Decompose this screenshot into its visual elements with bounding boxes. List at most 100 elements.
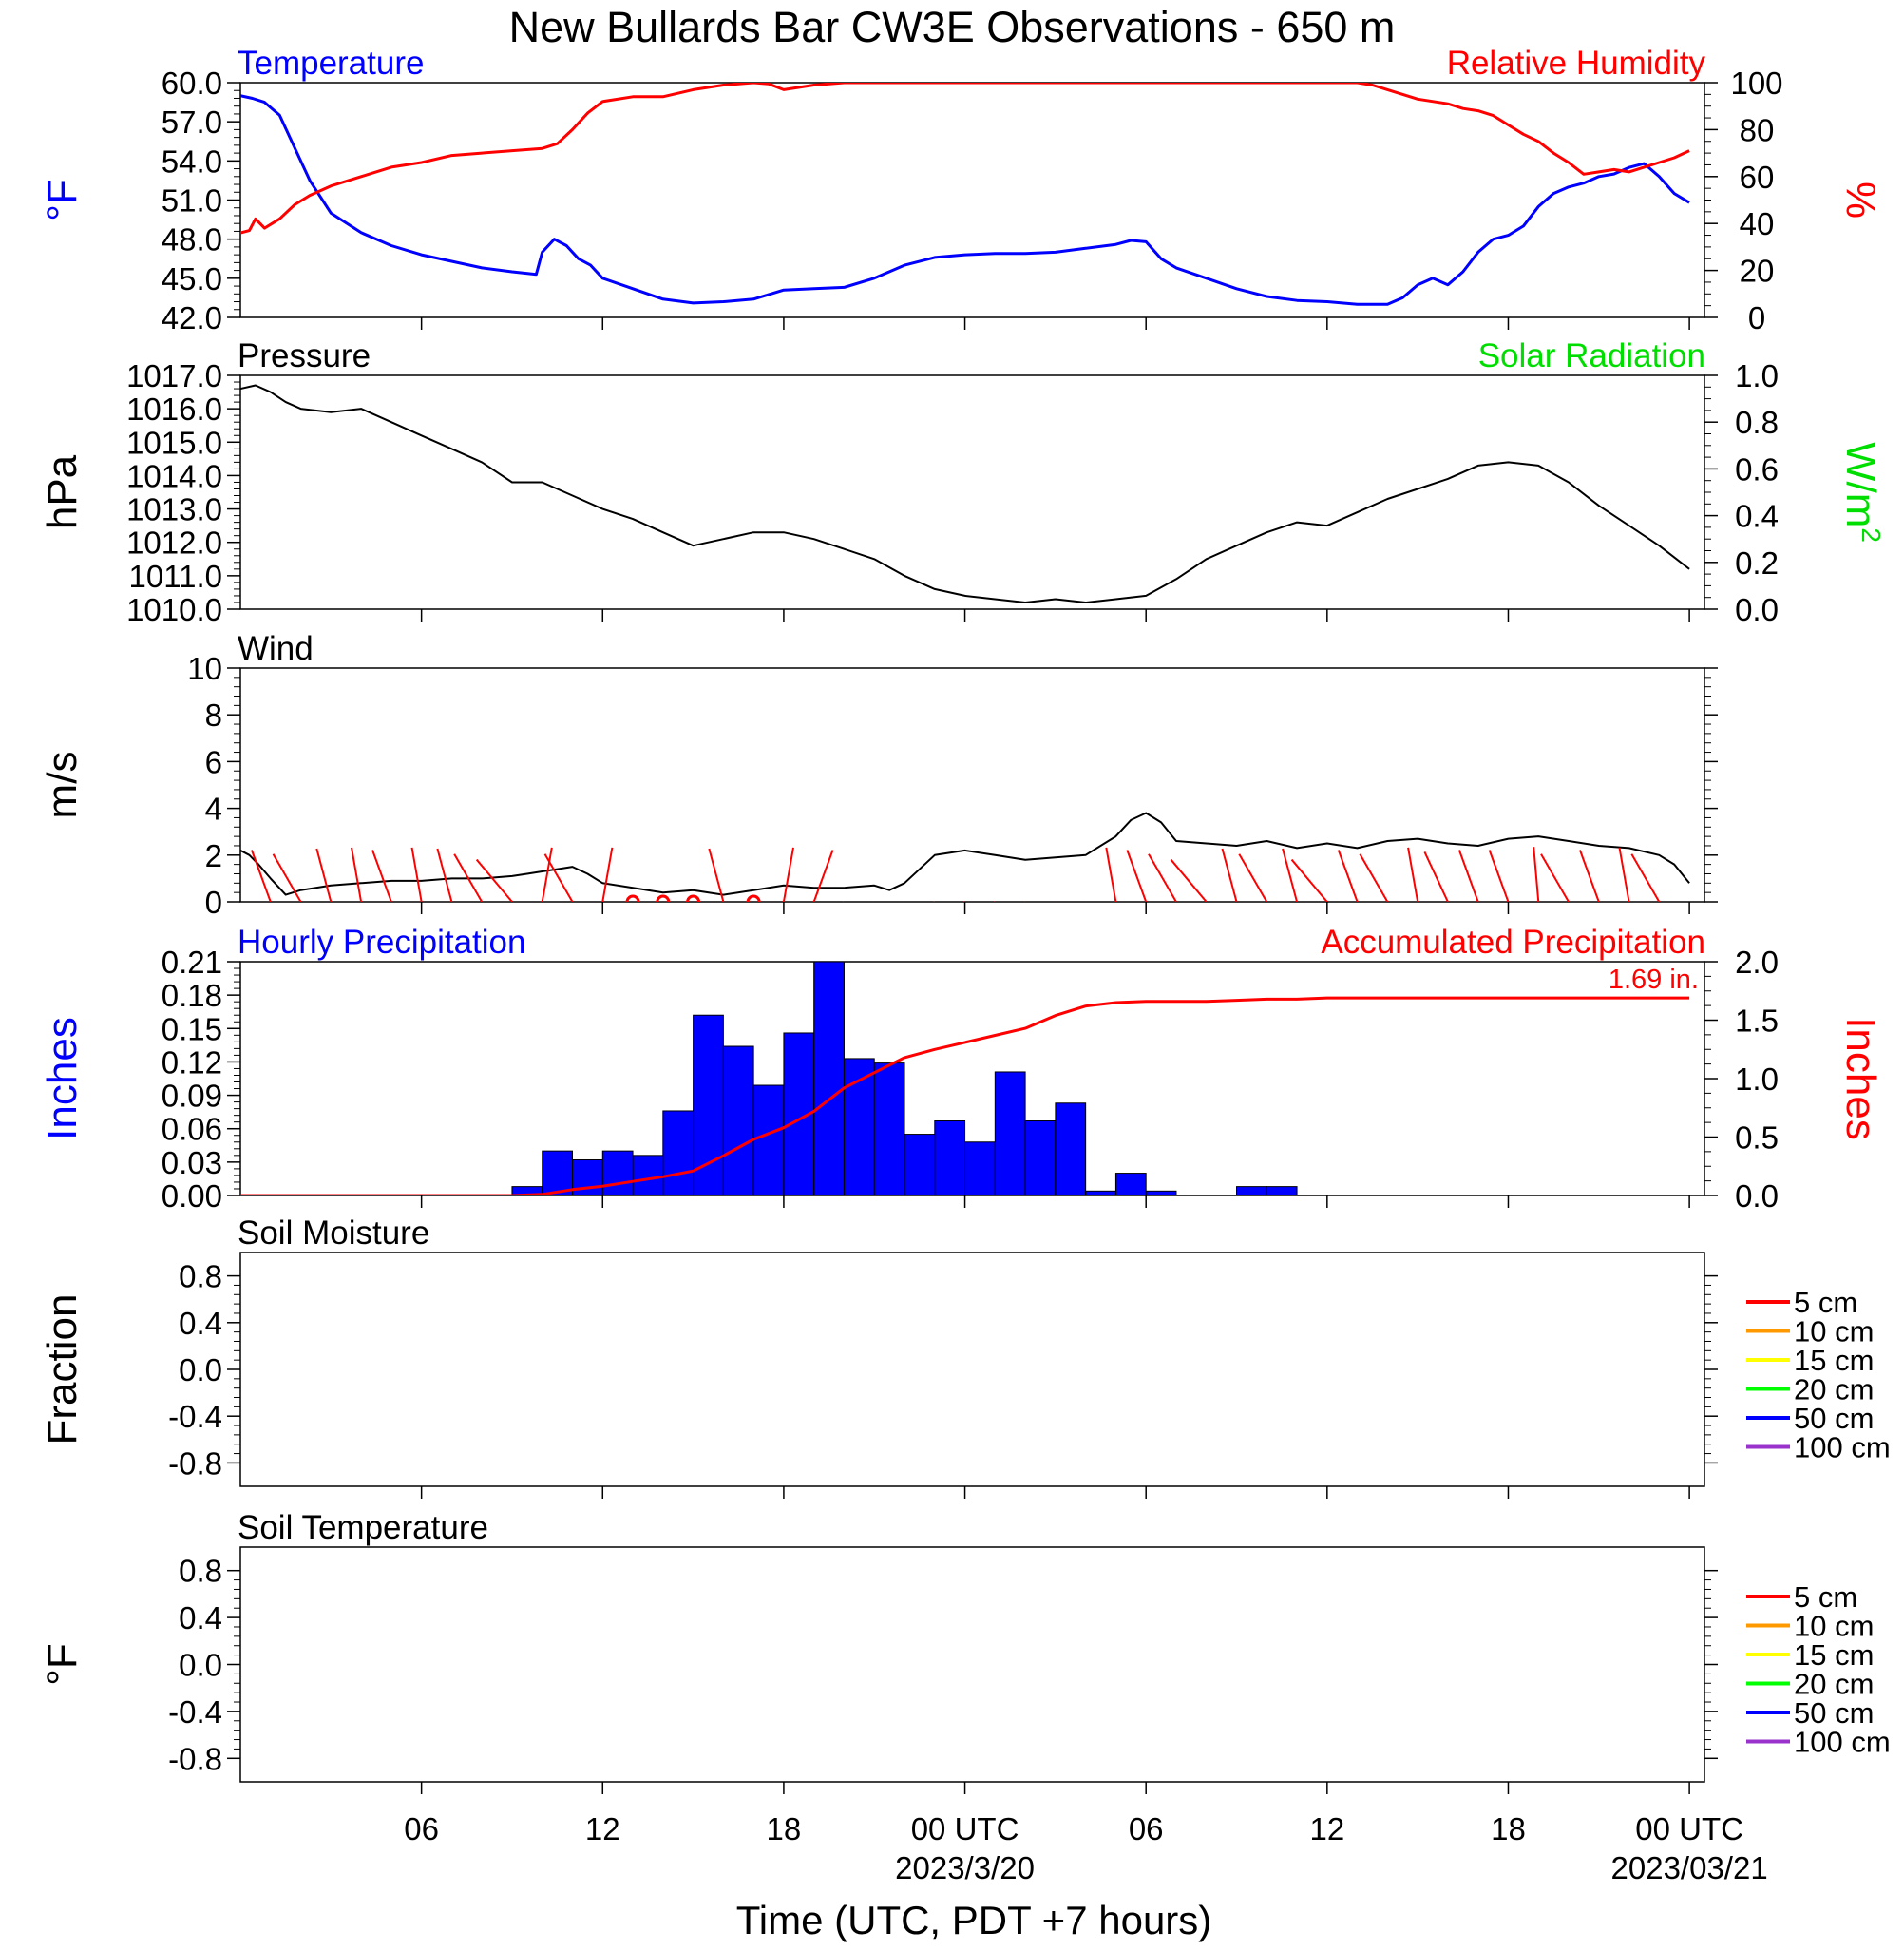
precip-bar <box>1055 1102 1087 1195</box>
panel-title-right: Accumulated Precipitation <box>1321 924 1705 961</box>
wind-barb <box>1282 848 1299 902</box>
legend-label: 50 cm <box>1794 1402 1874 1435</box>
y-tick-label-left: 0.4 <box>179 1600 222 1635</box>
y-tick-label-left: 1015.0 <box>126 425 222 460</box>
wind-calm-marker <box>686 894 701 902</box>
precip-bar <box>994 1071 1026 1195</box>
y-tick-label-left: -0.4 <box>168 1399 222 1434</box>
y-tick-label-left: 0.4 <box>179 1306 222 1341</box>
precip-bar <box>1266 1186 1298 1195</box>
y-tick-label-right: 0.4 <box>1735 499 1779 534</box>
y-tick-label-right: 80 <box>1740 112 1775 147</box>
panel-title-right: Relative Humidity <box>1447 45 1706 82</box>
precip-bar <box>632 1155 664 1195</box>
y-tick-label-left: 0.12 <box>162 1044 222 1080</box>
wind-barb <box>1630 853 1661 902</box>
panel-soil-moisture: -0.8 -0.4 0.0 0.4 0.8 Soil Moisture Fraction 5 … <box>39 1215 1891 1499</box>
x-axis-label: Time (UTC, PDT +7 hours) <box>736 1898 1212 1942</box>
y-tick-label-left: 0.15 <box>162 1011 222 1046</box>
x-tick-label: 18 <box>1491 1811 1526 1846</box>
y-tick-label-right: 0 <box>1748 300 1765 335</box>
legend-label: 20 cm <box>1794 1668 1874 1701</box>
figure-title: New Bullards Bar CW3E Observations - 650… <box>509 3 1396 51</box>
plot-area <box>240 962 1690 1195</box>
wind-barb <box>1148 853 1177 902</box>
precip-bar <box>542 1150 574 1195</box>
accumulated-total-annotation: 1.69 in. <box>1609 965 1699 995</box>
wind-barb <box>1457 850 1479 902</box>
y-tick-label-right: 0.6 <box>1735 451 1779 487</box>
wind-barb <box>250 850 272 902</box>
y-tick-label-right: 0.2 <box>1735 545 1779 581</box>
y-tick-label-left: -0.8 <box>168 1741 222 1776</box>
wind-barb <box>601 847 614 902</box>
panel-temp-rh: 42.0 45.048.051.0 54.057.0 60.0 0 20 40 60 80 100… <box>39 45 1884 335</box>
panel-title-left: Wind <box>238 630 314 667</box>
wind-barb <box>708 848 725 902</box>
precip-bar <box>601 1150 634 1195</box>
wind-barb <box>1618 847 1630 902</box>
y-tick-label-right: 0.0 <box>1735 1178 1779 1214</box>
y-tick-label-right: 1.5 <box>1735 1004 1779 1039</box>
panel-wind: 0 2 4 6 8 10 Wind m/s <box>39 630 1718 920</box>
wind-calm-marker <box>625 894 640 902</box>
plot-area <box>240 384 1690 603</box>
x-tick-label: 12 <box>585 1811 620 1846</box>
x-tick-label: 00 UTC <box>1635 1811 1743 1846</box>
wind-barb <box>1579 850 1600 902</box>
y-tick-label-left: 8 <box>205 698 222 733</box>
y-tick-label-left: 57.0 <box>162 105 222 140</box>
legend-label: 10 cm <box>1794 1610 1874 1643</box>
y-tick-label-left: 1016.0 <box>126 392 222 427</box>
wind-barb <box>371 850 392 902</box>
series-line-pressure-0 <box>240 384 1690 603</box>
precip-bar <box>752 1084 785 1195</box>
x-date-label: 2023/3/20 <box>895 1850 1035 1885</box>
y-tick-label-left: 10 <box>187 651 222 686</box>
precip-bar <box>1085 1190 1116 1195</box>
legend-label: 100 cm <box>1794 1726 1891 1759</box>
panel-title-left: Temperature <box>238 45 424 82</box>
wind-barb <box>1423 851 1449 902</box>
wind-barb <box>351 847 363 902</box>
y-tick-label-left: 0 <box>205 885 222 920</box>
y-tick-label-left: 60.0 <box>162 66 222 101</box>
x-tick-label: 06 <box>1129 1811 1164 1846</box>
wind-barb <box>410 847 423 902</box>
y-tick-label-left: 51.0 <box>162 183 222 219</box>
precip-bar <box>1114 1173 1147 1195</box>
y-tick-label-left: 0.21 <box>162 945 222 980</box>
y-tick-label-right: 1.0 <box>1735 1062 1779 1097</box>
series-line-precip-1 <box>240 996 1690 1195</box>
series-line-temp-rh-0 <box>240 94 1690 306</box>
wind-barb <box>1238 853 1268 902</box>
y-tick-label-left: 1012.0 <box>126 526 222 561</box>
y-tick-label-right: 0.5 <box>1735 1120 1779 1156</box>
y-tick-label-left: 1013.0 <box>126 492 222 527</box>
wind-barb <box>453 853 484 902</box>
y-tick-label-right: 1.0 <box>1735 358 1779 393</box>
y-tick-label-right: 20 <box>1740 254 1775 289</box>
y-tick-label-left: 0.8 <box>179 1259 222 1294</box>
wind-barb <box>1337 850 1359 902</box>
y-axis-label-left: m/s <box>39 752 86 819</box>
legend-label: 15 cm <box>1794 1344 1874 1377</box>
legend-label: 100 cm <box>1794 1431 1891 1464</box>
y-tick-label-right: 0.0 <box>1735 592 1779 627</box>
precip-bar <box>1236 1186 1267 1195</box>
y-tick-label-left: -0.4 <box>168 1694 222 1730</box>
y-tick-label-left: 48.0 <box>162 222 222 258</box>
series-line-temp-rh-1 <box>240 83 1690 235</box>
y-tick-label-left: 1011.0 <box>129 559 222 594</box>
wind-barb <box>812 850 834 902</box>
y-tick-label-right: 60 <box>1740 160 1775 195</box>
y-tick-label-left: 1010.0 <box>126 592 222 627</box>
y-tick-label-right: 0.8 <box>1735 405 1779 440</box>
wind-barb <box>541 847 553 902</box>
legend-label: 20 cm <box>1794 1373 1874 1406</box>
y-tick-label-left: 0.8 <box>179 1554 222 1589</box>
y-axis-label-left: °F <box>39 1643 86 1685</box>
legend-label: 5 cm <box>1794 1580 1857 1614</box>
